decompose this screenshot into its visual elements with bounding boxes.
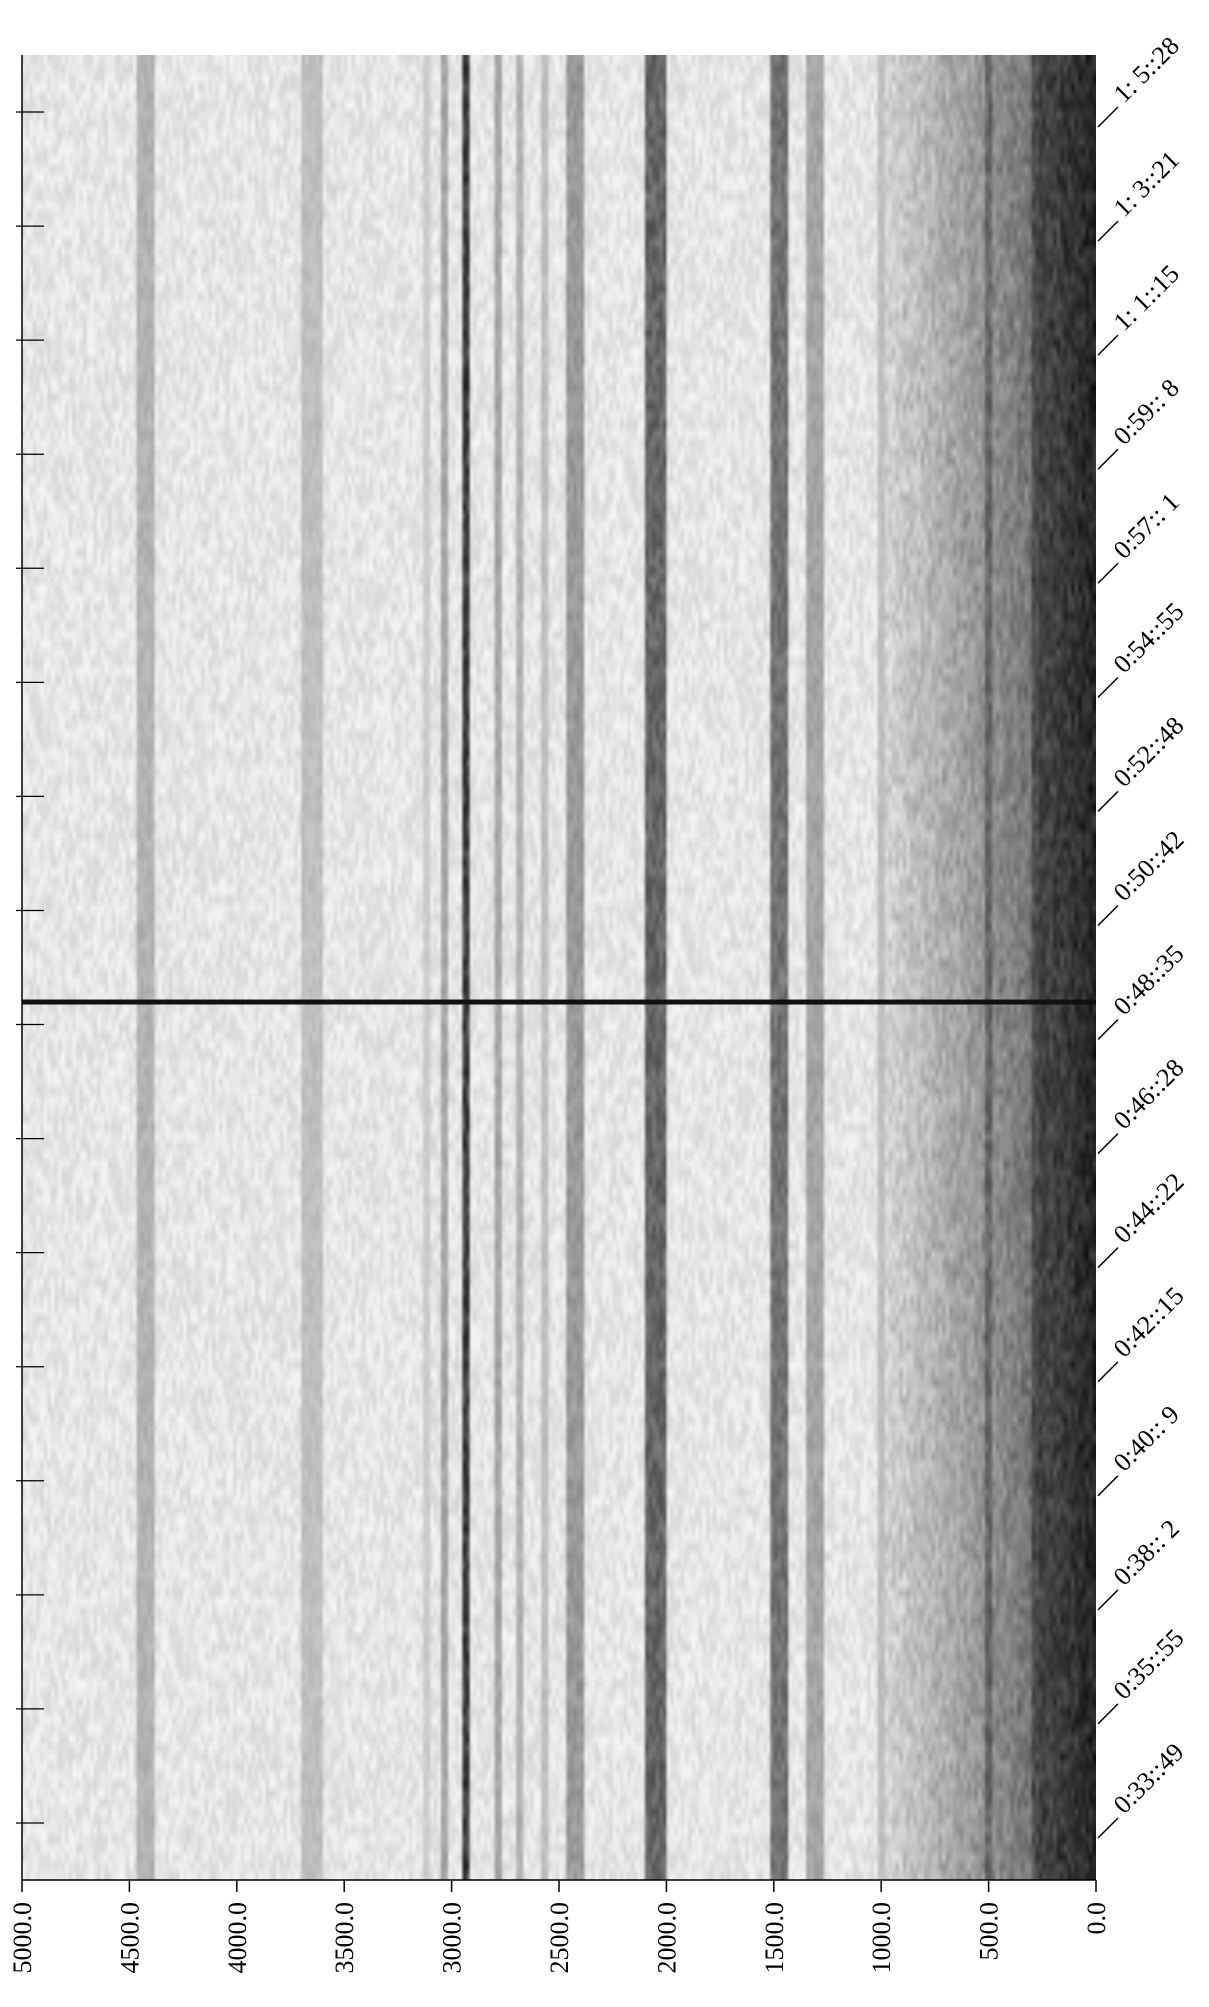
broadband-spike-line xyxy=(22,999,1096,1005)
time-tick xyxy=(1097,562,1119,584)
time-tick xyxy=(1097,904,1119,926)
time-tick-label: 0:33::49 xyxy=(1108,1737,1190,1819)
freq-tick-label: 4500.0 xyxy=(115,1902,144,1974)
time-tick xyxy=(1097,448,1119,470)
freq-tick-label: 5000.0 xyxy=(8,1902,37,1974)
freq-tick-label: 3000.0 xyxy=(438,1902,467,1974)
time-tick-label: 0:50::42 xyxy=(1108,825,1190,907)
freq-tick-label: 4000.0 xyxy=(223,1902,252,1974)
time-tick-label: 0:54::55 xyxy=(1108,597,1190,679)
freq-tick-label: 3500.0 xyxy=(330,1902,359,1974)
heatmap-cells xyxy=(22,55,1096,1880)
time-tick-label: 0:40:: 9 xyxy=(1108,1400,1185,1477)
freq-tick-label: 1000.0 xyxy=(867,1902,896,1974)
time-tick-label: 0:52::48 xyxy=(1108,711,1190,793)
time-tick xyxy=(1097,1589,1119,1611)
time-tick-label: 0:42::15 xyxy=(1108,1281,1190,1363)
time-tick xyxy=(1097,1019,1119,1041)
time-tick xyxy=(1097,1703,1119,1725)
time-tick xyxy=(1097,676,1119,698)
freq-tick-label: 0.0 xyxy=(1082,1902,1111,1935)
time-tick-label: 0:44::22 xyxy=(1108,1167,1190,1249)
freq-tick-label: 1500.0 xyxy=(760,1902,789,1974)
time-tick-label: 0:57:: 1 xyxy=(1108,487,1185,564)
time-tick xyxy=(1097,1817,1119,1839)
time-tick xyxy=(1097,334,1119,356)
time-tick xyxy=(1097,106,1119,128)
time-tick-label: 0:59:: 8 xyxy=(1108,373,1185,450)
time-tick-label: 0:46::28 xyxy=(1108,1053,1190,1135)
time-tick xyxy=(1097,1247,1119,1269)
heatmap-image xyxy=(22,55,1096,1880)
time-tick xyxy=(1097,1133,1119,1155)
freq-tick-label: 500.0 xyxy=(975,1902,1004,1961)
time-tick-label: 1: 5::28 xyxy=(1108,31,1185,108)
time-tick xyxy=(1097,790,1119,812)
time-tick-label: 0:48::35 xyxy=(1108,939,1190,1021)
time-tick xyxy=(1097,220,1119,242)
freq-tick-label: 2500.0 xyxy=(545,1902,574,1974)
freq-tick-label: 2000.0 xyxy=(652,1902,681,1974)
time-tick-label: 1: 3::21 xyxy=(1108,145,1185,222)
time-tick-label: 1: 1::15 xyxy=(1108,259,1185,336)
time-tick-label: 0:38:: 2 xyxy=(1108,1514,1185,1591)
time-tick xyxy=(1097,1361,1119,1383)
time-tick-label: 0:35::55 xyxy=(1108,1623,1190,1705)
time-tick xyxy=(1097,1475,1119,1497)
